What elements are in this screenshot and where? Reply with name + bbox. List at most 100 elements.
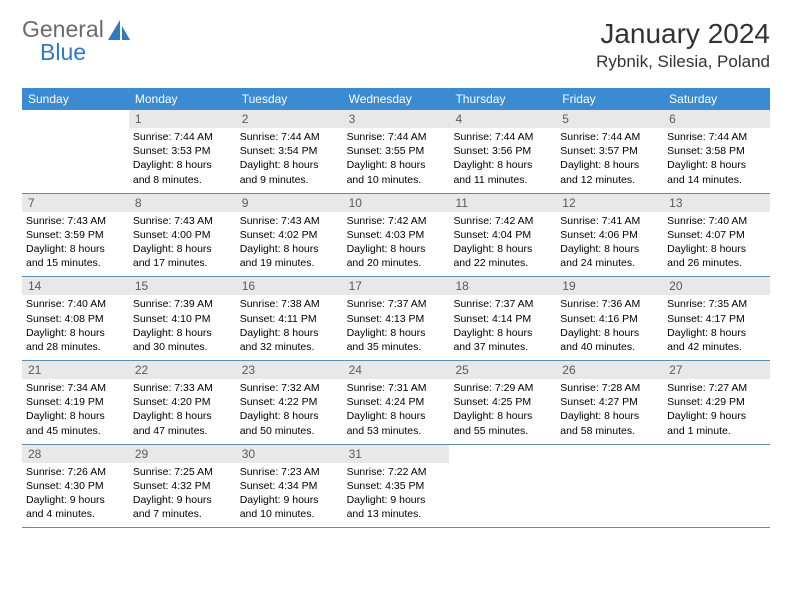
day-number: 31 (343, 445, 450, 463)
day-cell: 23Sunrise: 7:32 AMSunset: 4:22 PMDayligh… (236, 361, 343, 444)
sunset-text: Sunset: 4:29 PM (667, 395, 766, 409)
day-number: 26 (556, 361, 663, 379)
day-number: 17 (343, 277, 450, 295)
sunrise-text: Sunrise: 7:44 AM (240, 130, 339, 144)
day-number: 4 (449, 110, 556, 128)
day-info: Sunrise: 7:44 AMSunset: 3:58 PMDaylight:… (663, 128, 770, 193)
sunrise-text: Sunrise: 7:41 AM (560, 214, 659, 228)
sunset-text: Sunset: 4:16 PM (560, 312, 659, 326)
day-number: 24 (343, 361, 450, 379)
day-cell: 5Sunrise: 7:44 AMSunset: 3:57 PMDaylight… (556, 110, 663, 193)
daylight-text: Daylight: 8 hours and 55 minutes. (453, 409, 552, 437)
sunrise-text: Sunrise: 7:43 AM (26, 214, 125, 228)
sunset-text: Sunset: 4:32 PM (133, 479, 232, 493)
day-number: 2 (236, 110, 343, 128)
sunrise-text: Sunrise: 7:25 AM (133, 465, 232, 479)
day-info: Sunrise: 7:29 AMSunset: 4:25 PMDaylight:… (449, 379, 556, 444)
daylight-text: Daylight: 8 hours and 24 minutes. (560, 242, 659, 270)
sunset-text: Sunset: 4:00 PM (133, 228, 232, 242)
sunset-text: Sunset: 4:02 PM (240, 228, 339, 242)
day-number: 9 (236, 194, 343, 212)
daylight-text: Daylight: 8 hours and 9 minutes. (240, 158, 339, 186)
logo-sail-icon (106, 18, 132, 44)
day-info: Sunrise: 7:22 AMSunset: 4:35 PMDaylight:… (343, 463, 450, 528)
sunset-text: Sunset: 4:25 PM (453, 395, 552, 409)
day-number: 1 (129, 110, 236, 128)
day-cell: 18Sunrise: 7:37 AMSunset: 4:14 PMDayligh… (449, 277, 556, 360)
day-number (22, 110, 129, 114)
day-header: Monday (129, 88, 236, 110)
daylight-text: Daylight: 8 hours and 53 minutes. (347, 409, 446, 437)
week-row: 14Sunrise: 7:40 AMSunset: 4:08 PMDayligh… (22, 277, 770, 361)
day-cell: 3Sunrise: 7:44 AMSunset: 3:55 PMDaylight… (343, 110, 450, 193)
daylight-text: Daylight: 8 hours and 40 minutes. (560, 326, 659, 354)
sunset-text: Sunset: 4:10 PM (133, 312, 232, 326)
sunset-text: Sunset: 4:17 PM (667, 312, 766, 326)
daylight-text: Daylight: 8 hours and 12 minutes. (560, 158, 659, 186)
sunrise-text: Sunrise: 7:44 AM (560, 130, 659, 144)
daylight-text: Daylight: 8 hours and 30 minutes. (133, 326, 232, 354)
daylight-text: Daylight: 8 hours and 22 minutes. (453, 242, 552, 270)
day-info: Sunrise: 7:36 AMSunset: 4:16 PMDaylight:… (556, 295, 663, 360)
day-cell: 30Sunrise: 7:23 AMSunset: 4:34 PMDayligh… (236, 445, 343, 528)
day-number: 22 (129, 361, 236, 379)
day-cell (556, 445, 663, 528)
day-number: 18 (449, 277, 556, 295)
sunset-text: Sunset: 3:56 PM (453, 144, 552, 158)
day-cell: 13Sunrise: 7:40 AMSunset: 4:07 PMDayligh… (663, 194, 770, 277)
day-cell (663, 445, 770, 528)
sunset-text: Sunset: 3:54 PM (240, 144, 339, 158)
day-info: Sunrise: 7:37 AMSunset: 4:14 PMDaylight:… (449, 295, 556, 360)
header: General Blue January 2024 Rybnik, Silesi… (22, 18, 770, 72)
day-info: Sunrise: 7:33 AMSunset: 4:20 PMDaylight:… (129, 379, 236, 444)
sunrise-text: Sunrise: 7:44 AM (133, 130, 232, 144)
sunrise-text: Sunrise: 7:36 AM (560, 297, 659, 311)
day-info: Sunrise: 7:44 AMSunset: 3:57 PMDaylight:… (556, 128, 663, 193)
day-number: 14 (22, 277, 129, 295)
day-info: Sunrise: 7:43 AMSunset: 4:02 PMDaylight:… (236, 212, 343, 277)
daylight-text: Daylight: 8 hours and 47 minutes. (133, 409, 232, 437)
sunset-text: Sunset: 4:13 PM (347, 312, 446, 326)
day-number (663, 445, 770, 449)
daylight-text: Daylight: 8 hours and 37 minutes. (453, 326, 552, 354)
daylight-text: Daylight: 8 hours and 28 minutes. (26, 326, 125, 354)
daylight-text: Daylight: 8 hours and 17 minutes. (133, 242, 232, 270)
sunrise-text: Sunrise: 7:44 AM (347, 130, 446, 144)
day-number: 8 (129, 194, 236, 212)
day-info: Sunrise: 7:38 AMSunset: 4:11 PMDaylight:… (236, 295, 343, 360)
day-number: 6 (663, 110, 770, 128)
sunset-text: Sunset: 4:27 PM (560, 395, 659, 409)
sunrise-text: Sunrise: 7:29 AM (453, 381, 552, 395)
day-cell (449, 445, 556, 528)
daylight-text: Daylight: 9 hours and 4 minutes. (26, 493, 125, 521)
sunset-text: Sunset: 4:11 PM (240, 312, 339, 326)
sunrise-text: Sunrise: 7:27 AM (667, 381, 766, 395)
sunset-text: Sunset: 4:19 PM (26, 395, 125, 409)
daylight-text: Daylight: 8 hours and 19 minutes. (240, 242, 339, 270)
daylight-text: Daylight: 8 hours and 26 minutes. (667, 242, 766, 270)
sunset-text: Sunset: 3:53 PM (133, 144, 232, 158)
day-cell: 29Sunrise: 7:25 AMSunset: 4:32 PMDayligh… (129, 445, 236, 528)
sunrise-text: Sunrise: 7:35 AM (667, 297, 766, 311)
sunrise-text: Sunrise: 7:42 AM (347, 214, 446, 228)
day-header: Wednesday (343, 88, 450, 110)
day-cell: 16Sunrise: 7:38 AMSunset: 4:11 PMDayligh… (236, 277, 343, 360)
daylight-text: Daylight: 8 hours and 14 minutes. (667, 158, 766, 186)
daylight-text: Daylight: 9 hours and 7 minutes. (133, 493, 232, 521)
week-row: 7Sunrise: 7:43 AMSunset: 3:59 PMDaylight… (22, 194, 770, 278)
sunrise-text: Sunrise: 7:42 AM (453, 214, 552, 228)
sunset-text: Sunset: 4:22 PM (240, 395, 339, 409)
month-title: January 2024 (596, 18, 770, 50)
day-info: Sunrise: 7:40 AMSunset: 4:08 PMDaylight:… (22, 295, 129, 360)
daylight-text: Daylight: 8 hours and 11 minutes. (453, 158, 552, 186)
logo-line2: Blue (40, 39, 104, 66)
week-row: 21Sunrise: 7:34 AMSunset: 4:19 PMDayligh… (22, 361, 770, 445)
daylight-text: Daylight: 8 hours and 10 minutes. (347, 158, 446, 186)
day-cell: 26Sunrise: 7:28 AMSunset: 4:27 PMDayligh… (556, 361, 663, 444)
day-info: Sunrise: 7:42 AMSunset: 4:03 PMDaylight:… (343, 212, 450, 277)
sunset-text: Sunset: 4:08 PM (26, 312, 125, 326)
day-cell: 19Sunrise: 7:36 AMSunset: 4:16 PMDayligh… (556, 277, 663, 360)
sunrise-text: Sunrise: 7:32 AM (240, 381, 339, 395)
day-info: Sunrise: 7:43 AMSunset: 3:59 PMDaylight:… (22, 212, 129, 277)
sunset-text: Sunset: 4:20 PM (133, 395, 232, 409)
